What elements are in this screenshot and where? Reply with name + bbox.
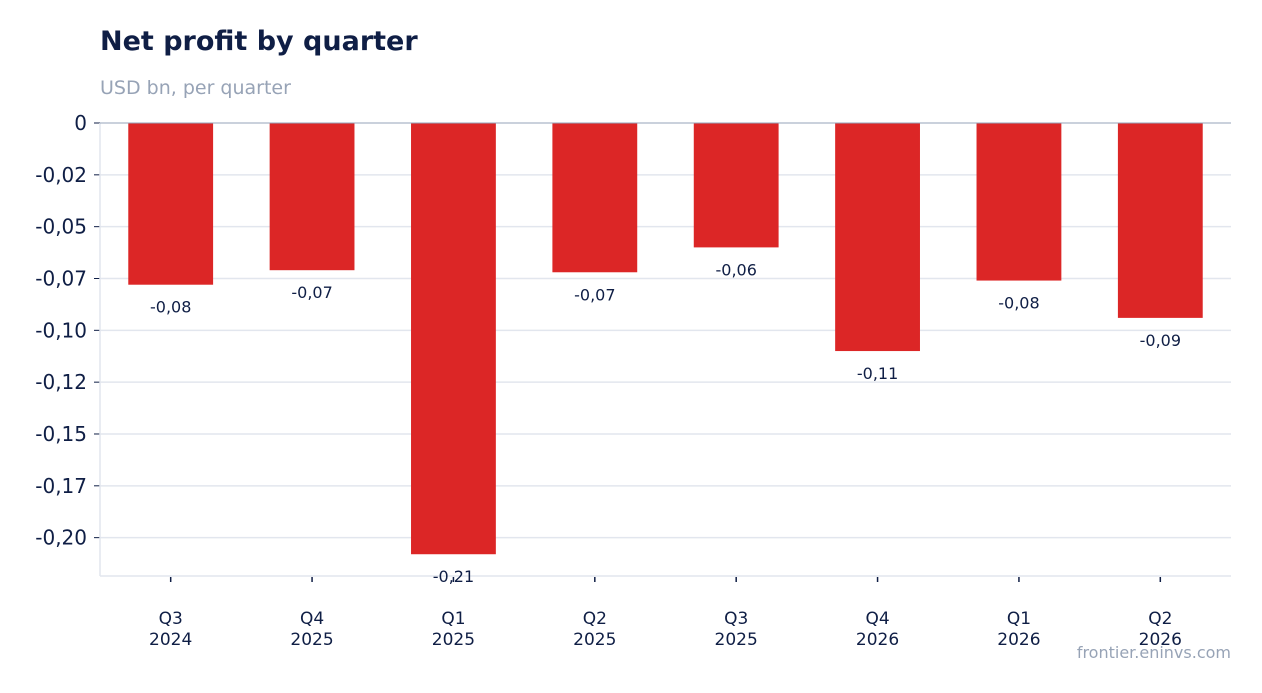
x-tick-label: Q2 [583, 609, 607, 629]
x-tick-label: Q2 [1148, 609, 1172, 629]
bar [552, 123, 638, 273]
x-tick-label: 2025 [432, 630, 475, 650]
x-tick-label: Q1 [1007, 609, 1031, 629]
x-tick-label: Q3 [159, 609, 183, 629]
x-tick-label: 2025 [290, 630, 333, 650]
y-tick-label: 0 [74, 111, 87, 135]
y-tick-label: -0,05 [35, 215, 87, 239]
bar [411, 123, 496, 555]
x-tick-label: Q1 [441, 609, 465, 629]
data-label: -0,07 [291, 283, 332, 302]
bar [128, 123, 214, 285]
data-label: -0,09 [1140, 331, 1181, 350]
x-tick-label: 2026 [856, 630, 899, 650]
bar [976, 123, 1062, 281]
source-credit: frontier.eninvs.com [1076, 643, 1231, 662]
x-tick-label: 2025 [715, 630, 758, 650]
x-tick-label: 2026 [1139, 630, 1182, 650]
y-tick-label: -0,10 [35, 318, 87, 342]
x-tick-label: 2026 [997, 630, 1040, 650]
bar [693, 123, 779, 248]
x-tick-label: 2024 [149, 630, 192, 650]
data-label: -0,08 [998, 294, 1039, 313]
data-label: -0,08 [150, 298, 191, 317]
y-tick-label: -0,20 [35, 526, 87, 550]
chart-subtitle: USD bn, per quarter [100, 77, 291, 99]
x-tick-label: Q3 [724, 609, 748, 629]
x-tick-label: 2025 [573, 630, 616, 650]
data-label: -0,07 [574, 285, 615, 304]
x-tick-label: Q4 [865, 609, 889, 629]
chart-title: Net profit by quarter [100, 26, 418, 57]
data-label: -0,21 [433, 567, 474, 586]
x-tick-label: Q4 [300, 609, 324, 629]
y-tick-label: -0,15 [35, 422, 87, 446]
y-tick-label: -0,07 [35, 266, 87, 290]
bar [835, 123, 920, 352]
data-label: -0,11 [857, 364, 898, 383]
bar [1117, 123, 1203, 318]
y-tick-label: -0,12 [35, 370, 87, 394]
data-label: -0,06 [715, 260, 756, 279]
bar [269, 123, 355, 271]
y-tick-label: -0,17 [35, 474, 87, 498]
y-tick-label: -0,02 [35, 163, 87, 187]
